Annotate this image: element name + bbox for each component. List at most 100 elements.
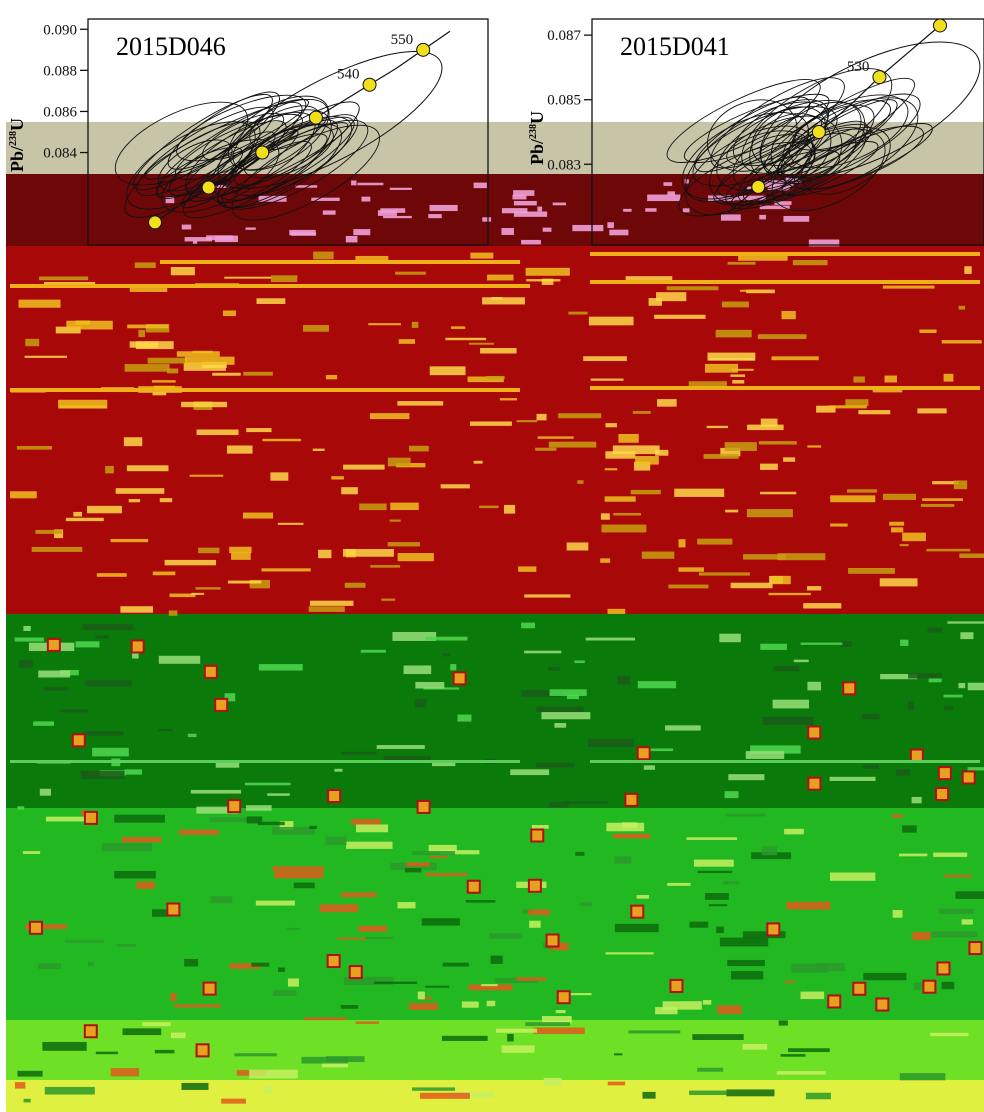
noise-stroke xyxy=(750,745,801,754)
noise-stroke xyxy=(249,1069,298,1079)
noise-stroke xyxy=(697,538,733,545)
noise-stroke xyxy=(397,902,416,909)
noise-stroke xyxy=(14,1082,26,1089)
noise-pink xyxy=(623,208,632,212)
noise-stroke xyxy=(181,401,228,408)
noise-stroke xyxy=(762,716,814,726)
noise-stroke xyxy=(863,972,907,981)
noise-stroke xyxy=(829,776,876,781)
noise-stroke xyxy=(39,788,52,796)
noise-stroke xyxy=(490,955,503,964)
error-ellipse xyxy=(666,79,821,163)
noise-stroke xyxy=(726,1089,775,1097)
noise-stroke xyxy=(168,610,178,616)
noise-stroke xyxy=(575,851,585,856)
noise-stroke xyxy=(746,509,793,518)
noise-stroke xyxy=(708,904,728,907)
noise-stroke xyxy=(370,565,401,568)
noise-stroke xyxy=(697,1067,724,1072)
noise-stroke xyxy=(548,441,597,448)
noise-stroke xyxy=(355,1021,380,1024)
noise-stroke xyxy=(158,728,173,732)
noise-stroke xyxy=(127,324,169,329)
noise-stroke xyxy=(170,266,195,276)
noise-stroke xyxy=(717,1005,742,1015)
noise-stroke xyxy=(688,381,727,388)
noise-pink xyxy=(428,214,442,219)
noise-square xyxy=(827,994,842,1009)
noise-pink xyxy=(663,182,673,186)
noise-stroke xyxy=(303,325,329,332)
noise-stroke xyxy=(227,580,262,584)
noise-stroke xyxy=(536,706,584,712)
y-tick-label: 0.085 xyxy=(547,93,581,109)
noise-stroke xyxy=(845,399,869,406)
noise-stroke xyxy=(17,1070,43,1077)
noise-stroke xyxy=(171,1032,186,1039)
noise-stroke xyxy=(101,843,153,852)
noise-stroke xyxy=(470,252,494,259)
noise-stroke xyxy=(510,769,550,776)
band-7 xyxy=(6,1080,984,1112)
noise-stroke xyxy=(442,962,469,967)
noise-stroke xyxy=(128,499,141,503)
noise-square xyxy=(624,792,639,807)
noise-stroke xyxy=(655,449,669,456)
y-ticks-2015D041: 0.083 0.085 0.087 xyxy=(547,28,592,173)
noise-pink xyxy=(779,186,790,191)
noise-stroke xyxy=(189,474,224,477)
noise-stroke xyxy=(720,447,741,457)
noise-stroke xyxy=(863,764,879,769)
concordia-age-marker xyxy=(148,215,162,230)
noise-stroke xyxy=(778,1020,788,1026)
noise-stroke xyxy=(495,1028,538,1033)
noise-stroke xyxy=(398,339,415,344)
noise-stroke xyxy=(891,527,904,533)
noise-stroke xyxy=(761,846,778,856)
noise-stroke xyxy=(158,655,201,664)
noise-stroke xyxy=(18,659,33,668)
noise-stroke xyxy=(273,990,297,996)
noise-pink xyxy=(353,229,371,236)
noise-stroke xyxy=(548,666,560,671)
noise-stroke xyxy=(267,793,290,796)
error-ellipse xyxy=(136,106,274,197)
noise-stroke xyxy=(607,608,626,614)
noise-pink xyxy=(572,224,604,232)
noise-stroke xyxy=(564,801,608,804)
noise-stroke xyxy=(743,554,786,560)
noise-stroke xyxy=(723,881,740,885)
noise-stroke xyxy=(116,944,137,947)
noise-stroke xyxy=(566,694,579,700)
noise-stroke xyxy=(771,356,819,361)
noise-stroke xyxy=(828,405,867,409)
noise-stroke xyxy=(665,725,701,731)
noise-stroke xyxy=(66,320,113,330)
noise-stroke xyxy=(331,476,344,480)
noise-stroke xyxy=(95,1051,119,1055)
noise-stroke xyxy=(65,517,104,522)
noise-stroke xyxy=(55,326,81,334)
noise-stroke xyxy=(841,641,853,647)
noise-pink xyxy=(473,182,487,189)
noise-stroke xyxy=(531,824,549,829)
noise-stroke xyxy=(356,824,389,833)
noise-pink xyxy=(389,187,412,190)
error-ellipse xyxy=(749,113,832,184)
noise-stroke xyxy=(760,491,797,495)
noise-square xyxy=(83,1024,98,1039)
noise-stroke xyxy=(44,1086,95,1095)
noise-stroke xyxy=(358,925,388,932)
noise-stroke xyxy=(392,632,437,641)
noise-pink xyxy=(322,210,336,215)
noise-stroke xyxy=(75,641,100,648)
noise-stroke xyxy=(465,900,496,903)
noise-stroke xyxy=(543,1077,562,1086)
noise-stroke xyxy=(114,814,165,823)
noise-stroke xyxy=(908,673,942,679)
noise-stroke xyxy=(309,600,354,606)
noise-stroke xyxy=(697,870,733,874)
noise-stroke xyxy=(503,504,516,514)
noise-stroke xyxy=(261,568,311,572)
noise-stroke xyxy=(38,670,71,678)
